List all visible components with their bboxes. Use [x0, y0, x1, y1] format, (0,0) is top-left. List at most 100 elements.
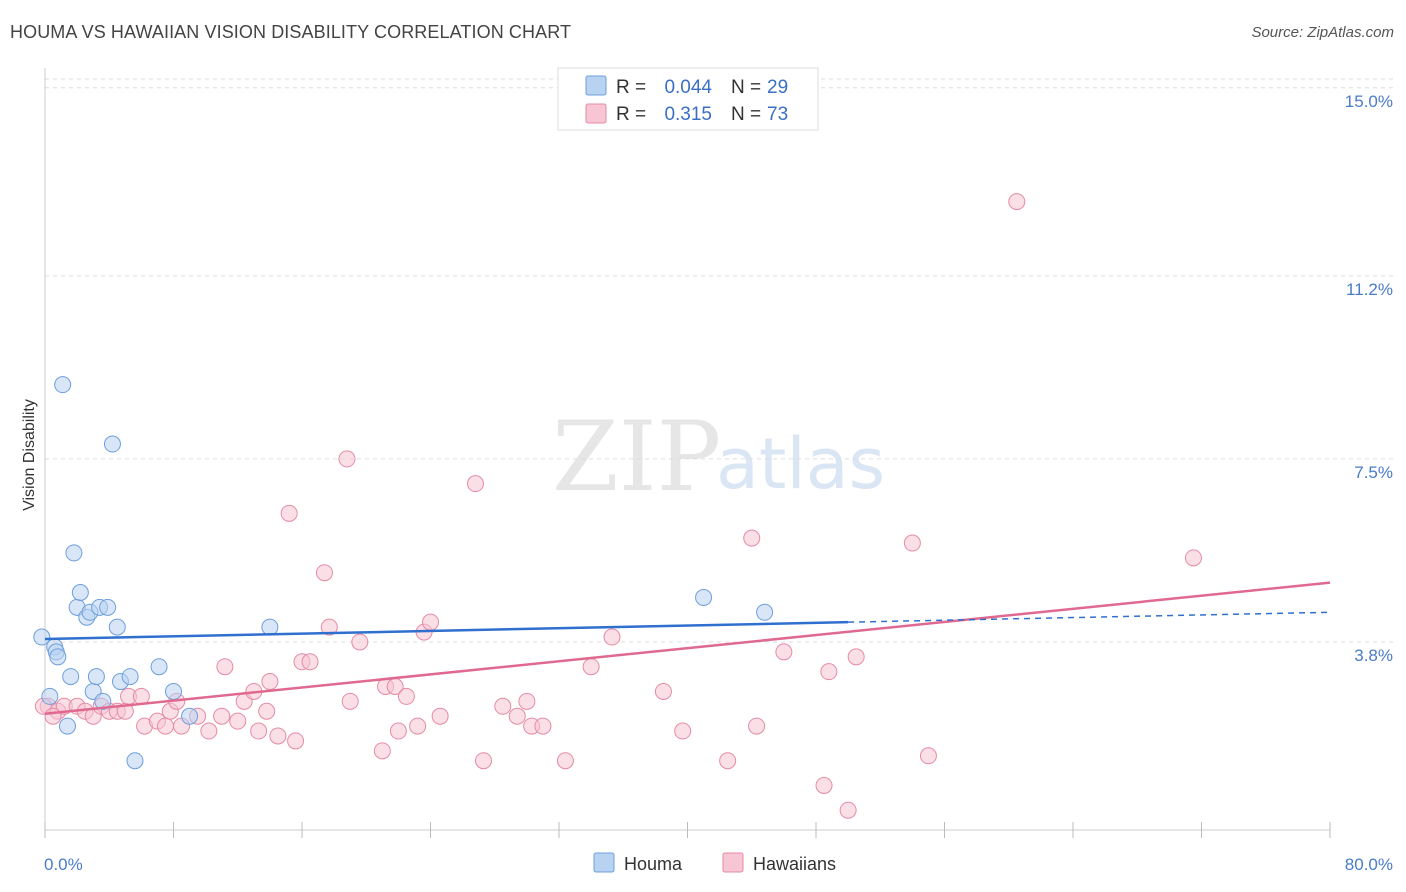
y-tick-label: 3.8%	[1354, 646, 1393, 665]
hawaiian-point	[341, 692, 359, 710]
hawaiian-point	[431, 707, 449, 725]
legend-hawaiians-n-value: 73	[767, 104, 788, 125]
houma-points	[33, 376, 774, 770]
y-tick-label: 11.2%	[1346, 280, 1393, 299]
hawaiian-point	[674, 722, 692, 740]
legend-houma-n-label: N =	[731, 77, 761, 98]
watermark-atlas: atlas	[716, 423, 885, 505]
hawaiian-point	[320, 618, 338, 636]
houma-point	[54, 376, 72, 394]
bottom-legend-houma-label: Houma	[624, 854, 683, 874]
hawaiian-point	[216, 658, 234, 676]
houma-trend-extension	[848, 611, 1331, 623]
y-axis-label: Vision Disability	[21, 399, 38, 511]
houma-trend-line	[44, 620, 849, 641]
hawaiian-point	[839, 801, 857, 819]
x-axis-ticks	[44, 822, 1331, 838]
x-tick-label-min: 0.0%	[44, 855, 83, 874]
houma-point	[49, 648, 67, 666]
series-legend: Houma Hawaiians	[593, 852, 836, 874]
hawaiian-point	[315, 564, 333, 582]
hawaiian-point	[280, 504, 298, 522]
houma-point	[58, 717, 76, 735]
hawaiian-point	[743, 529, 761, 547]
legend-houma-r-label: R =	[616, 77, 646, 98]
hawaiian-point	[422, 613, 439, 631]
hawaiian-point	[44, 707, 62, 725]
y-tick-labels: 3.8% 7.5% 11.2% 15.0%	[1345, 92, 1393, 665]
hawaiian-point	[250, 722, 268, 740]
hawaiian-point	[338, 450, 356, 468]
hawaiian-point	[518, 692, 536, 710]
x-tick-label-max: 80.0%	[1345, 855, 1393, 874]
hawaiian-point	[556, 752, 574, 770]
houma-point	[94, 692, 112, 710]
hawaiian-point	[351, 633, 369, 651]
houma-point	[261, 618, 279, 636]
bottom-legend-hawaiians-label: Hawaiians	[753, 854, 836, 874]
bottom-legend-houma-swatch	[593, 852, 615, 873]
hawaiian-point	[269, 727, 287, 745]
houma-point	[87, 668, 105, 686]
hawaiian-point	[229, 712, 247, 730]
houma-point	[121, 668, 139, 686]
hawaiians-trend-line	[44, 581, 1331, 715]
houma-point	[695, 588, 713, 606]
legend-hawaiians-r-label: R =	[616, 104, 646, 125]
houma-point	[150, 658, 168, 676]
hawaiian-point	[775, 643, 793, 661]
hawaiian-point	[373, 742, 391, 760]
hawaiian-point	[748, 717, 766, 735]
hawaiian-point	[534, 717, 552, 735]
hawaiian-point	[815, 776, 833, 794]
houma-point	[108, 618, 126, 636]
legend-houma-swatch	[585, 75, 607, 96]
hawaiian-point	[508, 707, 526, 725]
hawaiian-point	[466, 475, 484, 493]
hawaiian-point	[301, 653, 319, 671]
hawaiian-point	[397, 687, 415, 705]
hawaiian-point	[719, 752, 737, 770]
hawaiian-point	[603, 628, 621, 646]
legend-hawaiians-n-label: N =	[731, 104, 761, 125]
y-tick-label: 15.0%	[1345, 92, 1393, 111]
hawaiian-point	[156, 717, 174, 735]
hawaiian-point	[389, 722, 407, 740]
legend-hawaiians-swatch	[585, 103, 607, 124]
houma-point	[71, 583, 89, 601]
hawaiian-point	[847, 648, 865, 666]
bottom-legend-hawaiians-swatch	[722, 852, 744, 873]
legend-hawaiians-r-value: 0.315	[664, 104, 712, 125]
hawaiian-point	[213, 707, 231, 725]
hawaiian-point	[261, 673, 279, 691]
houma-point	[103, 435, 121, 453]
hawaiian-point	[200, 722, 218, 740]
houma-point	[99, 598, 117, 616]
houma-point	[65, 544, 83, 562]
houma-point	[165, 682, 182, 700]
watermark-zip: ZIP	[552, 401, 721, 513]
hawaiian-point	[475, 752, 493, 770]
houma-point	[33, 628, 51, 646]
houma-point	[181, 707, 199, 725]
hawaiian-point	[654, 682, 672, 700]
legend-houma-n-value: 29	[767, 77, 788, 98]
hawaiian-point	[1184, 549, 1202, 567]
houma-point	[41, 687, 59, 705]
hawaiian-point	[1008, 193, 1026, 211]
hawaiian-point	[582, 658, 600, 676]
hawaiian-point	[903, 534, 921, 552]
hawaiian-point	[494, 697, 512, 715]
chart-title: HOUMA VS HAWAIIAN VISION DISABILITY CORR…	[10, 22, 572, 42]
hawaiian-point	[132, 687, 150, 705]
hawaiian-point	[409, 717, 427, 735]
hawaiian-point	[258, 702, 276, 720]
hawaiian-point	[820, 663, 838, 681]
legend-houma-r-value: 0.044	[664, 77, 712, 98]
trend-lines	[44, 581, 1331, 715]
hawaiian-point	[919, 747, 937, 765]
houma-point	[62, 668, 80, 686]
source-label: Source: ZipAtlas.com	[1251, 24, 1394, 41]
hawaiian-point	[287, 732, 305, 750]
